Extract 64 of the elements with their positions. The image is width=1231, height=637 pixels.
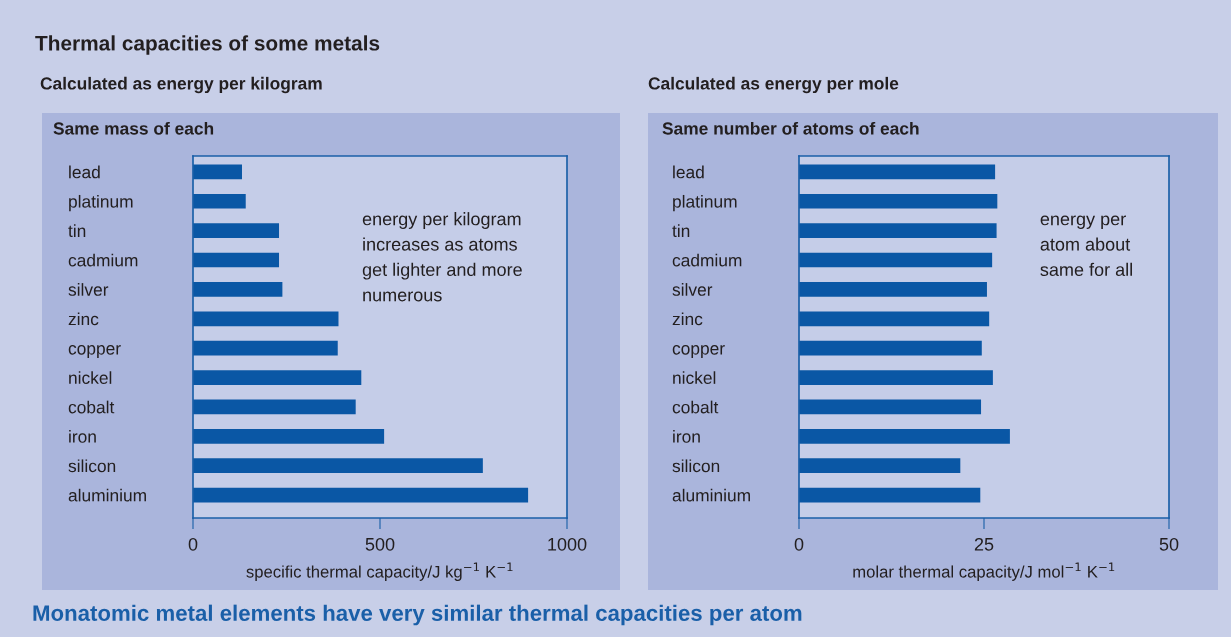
x-axis-title: molar thermal capacity/J mol$^{−1}$ K$^{−1}$ bbox=[853, 562, 1115, 581]
annotation: energy per atom about same for all bbox=[1040, 215, 1132, 277]
y-tick-label: aluminium bbox=[68, 488, 146, 502]
x-tick-label: 500 bbox=[365, 537, 395, 551]
x-tick-label: 50 bbox=[1159, 537, 1179, 551]
bar bbox=[193, 428, 385, 444]
text: Monatomic metal elements have very similar thermal capacities per atom bbox=[33, 604, 802, 626]
bar bbox=[799, 282, 987, 297]
y-tick-label: zinc bbox=[672, 312, 703, 326]
bar bbox=[799, 370, 993, 385]
bar bbox=[193, 252, 280, 268]
bar bbox=[799, 311, 990, 327]
bar bbox=[799, 164, 996, 180]
bar bbox=[193, 223, 280, 238]
y-tick-label: lead bbox=[69, 165, 100, 179]
bar bbox=[799, 399, 982, 415]
y-tick-label: platinum bbox=[673, 194, 737, 212]
x-axis-title: specific thermal capacity/J kg$^{−1}$ K$^{−1}$ bbox=[246, 562, 513, 581]
y-tick-label: cadmium bbox=[672, 253, 742, 267]
y-tick-label: silicon bbox=[68, 459, 116, 473]
y-tick-label: cobalt bbox=[68, 400, 115, 414]
y-tick-label: iron bbox=[69, 430, 96, 443]
y-tick-label: copper bbox=[68, 345, 121, 359]
bar bbox=[799, 340, 982, 356]
x-tick-label: 0 bbox=[794, 537, 804, 551]
bar bbox=[193, 458, 483, 474]
y-tick-label: cobalt bbox=[672, 400, 719, 414]
y-tick-label: tin bbox=[68, 224, 86, 238]
bar bbox=[193, 193, 246, 209]
chart-title: Calculated as energy per kilogram bbox=[40, 76, 322, 94]
y-tick-label: silver bbox=[68, 283, 109, 296]
bar bbox=[193, 164, 242, 180]
chart-title: Calculated as energy per mole bbox=[648, 76, 899, 94]
annotation: energy per kilogram increases as atoms get lighter and more numerous bbox=[362, 212, 522, 302]
y-tick-label: copper bbox=[672, 345, 725, 359]
chart-subtitle: Same number of atoms of each bbox=[662, 121, 919, 135]
bar bbox=[799, 223, 997, 238]
y-tick-label: cadmium bbox=[68, 253, 138, 267]
bar bbox=[799, 428, 1010, 444]
y-tick-label: lead bbox=[673, 165, 704, 179]
x-tick-label: 0 bbox=[188, 537, 198, 551]
y-tick-label: silicon bbox=[672, 459, 720, 473]
y-tick-label: silver bbox=[672, 283, 713, 296]
bar bbox=[799, 458, 961, 474]
y-tick-label: platinum bbox=[69, 194, 133, 212]
y-tick-label: iron bbox=[673, 430, 700, 443]
bar bbox=[193, 370, 362, 385]
y-tick-label: aluminium bbox=[672, 488, 750, 502]
x-tick-label: 25 bbox=[974, 537, 994, 551]
y-tick-label: zinc bbox=[68, 312, 99, 326]
y-tick-label: tin bbox=[672, 224, 690, 238]
y-tick-label: nickel bbox=[69, 371, 112, 385]
chart-subtitle: Same mass of each bbox=[53, 121, 214, 135]
x-tick-label: 1000 bbox=[548, 537, 587, 551]
bar bbox=[193, 340, 338, 356]
bar bbox=[193, 282, 283, 297]
bar bbox=[193, 311, 339, 327]
bar bbox=[193, 487, 529, 503]
bar bbox=[193, 399, 356, 415]
bar bbox=[799, 487, 981, 503]
bar bbox=[799, 193, 998, 209]
text: Thermal capacities of some metals bbox=[35, 35, 380, 55]
bar bbox=[799, 252, 993, 268]
y-tick-label: nickel bbox=[673, 371, 716, 385]
